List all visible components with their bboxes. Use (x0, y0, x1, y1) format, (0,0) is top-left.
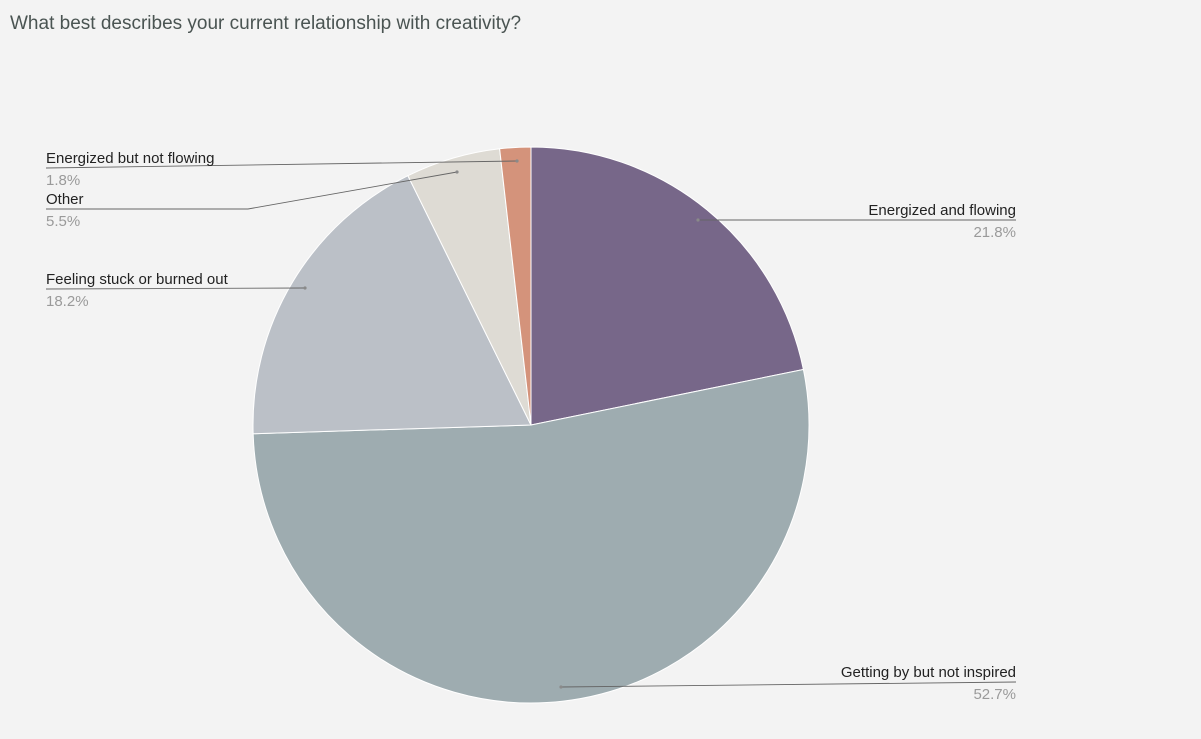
slice-value-getting-by-but-not-inspired: 52.7% (973, 686, 1016, 703)
pie-slice-feeling-stuck-or-burned-out[interactable] (252, 175, 532, 435)
pie-slice-getting-by-but-not-inspired[interactable] (252, 368, 810, 704)
pie-labels: Energized and flowing 21.8% Getting by but… (45, 150, 1017, 703)
leader-dot-energized-but-not-flowing (515, 159, 519, 163)
slice-value-other: 5.5% (46, 213, 80, 230)
leader-dot-other (455, 170, 459, 174)
leader-line-feeling-stuck-or-burned-out (45, 287, 306, 290)
pie-slices (252, 146, 810, 704)
slice-label-feeling-stuck-or-burned-out: Feeling stuck or burned out (46, 271, 229, 288)
leader-line-getting-by-but-not-inspired (560, 681, 1017, 688)
leader-dot-feeling-stuck-or-burned-out (303, 286, 307, 290)
slice-label-other: Other (46, 191, 84, 208)
slice-label-energized-and-flowing: Energized and flowing (868, 202, 1016, 219)
chart-title: What best describes your current relatio… (10, 13, 522, 34)
slice-label-getting-by-but-not-inspired: Getting by but not inspired (841, 664, 1016, 681)
slice-label-energized-but-not-flowing: Energized but not flowing (46, 150, 214, 167)
leader-line-other (46, 171, 458, 210)
leader-line-energized-but-not-flowing (45, 160, 518, 169)
slice-value-feeling-stuck-or-burned-out: 18.2% (46, 293, 89, 310)
pie-slice-energized-and-flowing[interactable] (530, 146, 804, 426)
leader-dot-energized-and-flowing (696, 218, 700, 222)
leader-dot-getting-by-but-not-inspired (559, 685, 563, 689)
slice-value-energized-and-flowing: 21.8% (973, 224, 1016, 241)
slice-value-energized-but-not-flowing: 1.8% (46, 172, 80, 189)
pie-slice-energized-but-not-flowing[interactable] (499, 146, 532, 426)
